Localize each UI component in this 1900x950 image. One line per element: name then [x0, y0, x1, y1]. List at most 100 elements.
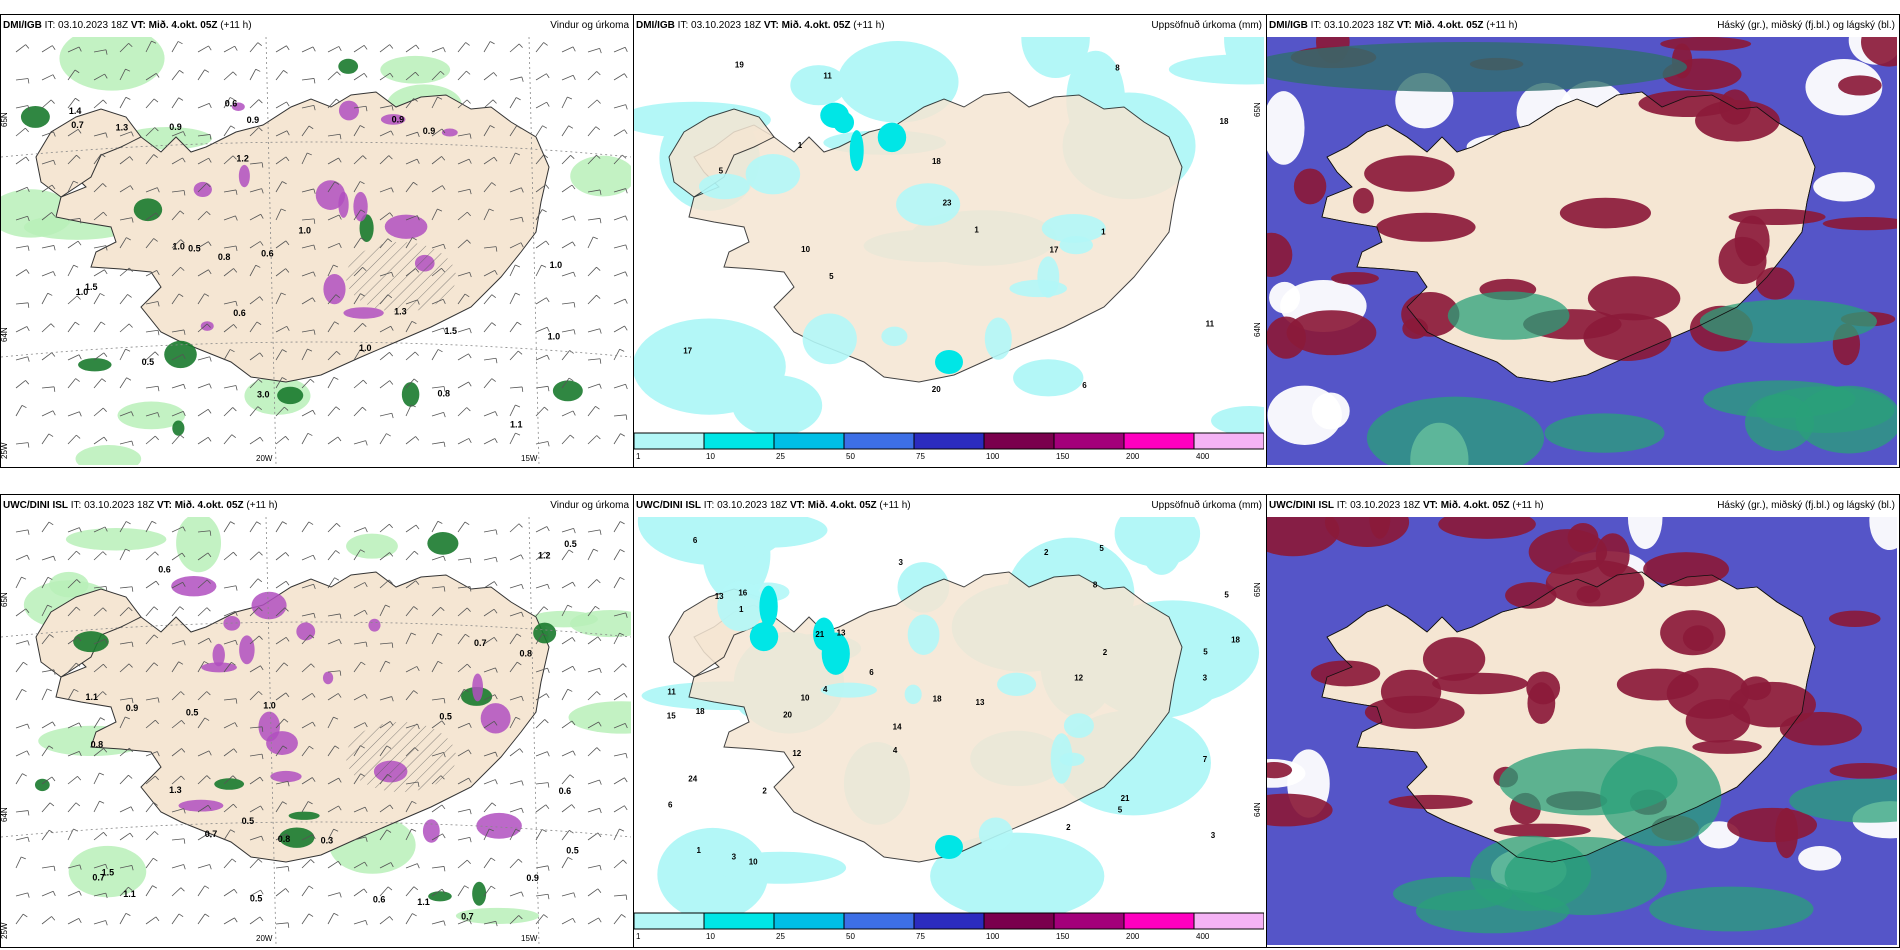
hatched-area [346, 722, 456, 792]
colorbar-label: 75 [916, 452, 925, 461]
high-cloud-area [1718, 236, 1767, 285]
high-cloud-area [1376, 212, 1476, 242]
high-cloud-area [1493, 823, 1591, 838]
latitude-label: 65N [1, 592, 9, 607]
high-cloud-area [1402, 318, 1429, 339]
colorbar-label: 25 [776, 932, 785, 941]
colorbar-label: 100 [986, 932, 1000, 941]
precip-value: 0.7 [205, 829, 218, 839]
precip-value: 0.9 [423, 126, 436, 136]
model-source: UWC/DINI ISL [1269, 500, 1334, 511]
precip-value: 1.1 [417, 897, 430, 907]
latitude-label: 64N [1, 327, 9, 342]
weather-map [1267, 37, 1897, 465]
colorbar-swatch [1053, 432, 1125, 450]
precip-value: 0.3 [321, 835, 334, 845]
high-cloud-area [1364, 155, 1455, 192]
high-cloud-area [1388, 794, 1473, 810]
colorbar-swatch [703, 912, 775, 930]
precip-value: 0.8 [278, 834, 291, 844]
coastline [1321, 571, 1816, 863]
clear-sky-area [1311, 392, 1350, 430]
longitude-label: 25W [1, 442, 9, 459]
precip-value: 0.7 [71, 120, 84, 130]
accum-value: 5 [1118, 805, 1123, 814]
valid-time: Mið. 4.okt. 05Z [145, 20, 218, 31]
high-cloud-area [1438, 517, 1536, 539]
valid-time: Mið. 4.okt. 05Z [1437, 500, 1510, 511]
high-cloud-area [1352, 187, 1374, 214]
high-cloud-area [1267, 517, 1340, 557]
lead-time: (+11 h) [1509, 500, 1544, 511]
colorbar-swatch [1123, 432, 1195, 450]
colorbar-label: 100 [986, 452, 1000, 461]
accum-value: 10 [801, 245, 810, 254]
colorbar-swatch [773, 912, 845, 930]
accum-value: 13 [837, 629, 846, 638]
precip-value: 0.7 [474, 638, 487, 648]
high-cloud-area [1369, 517, 1391, 539]
colorbar-label: 10 [706, 932, 715, 941]
accum-value: 5 [1224, 590, 1229, 599]
low-cloud-area [1499, 748, 1678, 816]
precip-value: 0.5 [242, 816, 255, 826]
precip-value: 1.1 [510, 420, 523, 430]
high-cloud-area [1576, 585, 1601, 604]
colorbar-swatch [983, 912, 1055, 930]
high-cloud-area [1286, 310, 1377, 356]
panel-title: Háský (gr.), miðský (fj.bl.) og lágský (… [1717, 500, 1895, 511]
accum-value: 11 [1206, 320, 1215, 329]
convective-precip-area [201, 662, 237, 673]
colorbar-swatch [913, 912, 985, 930]
colorbar-label: 150 [1056, 452, 1070, 461]
longitude-label: 15W [521, 934, 538, 943]
precip-area [75, 445, 142, 465]
high-cloud-area [1727, 807, 1818, 843]
heavy-accum-area [833, 111, 855, 134]
precip-area [978, 817, 1013, 851]
accum-value: 20 [783, 711, 792, 720]
heavy-precip-area [20, 105, 50, 128]
accum-value: 11 [667, 687, 676, 696]
init-time: IT: 03.10.2023 18Z [1334, 500, 1423, 511]
convective-precip-area [353, 191, 368, 222]
low-cloud-area [1789, 778, 1897, 823]
heavy-precip-area [133, 198, 163, 222]
latitude-label: 64N [1253, 322, 1262, 337]
panel-header: DMI/IGB IT: 03.10.2023 18Z VT: Mið. 4.ok… [1267, 15, 1899, 37]
precip-value: 1.0 [359, 343, 372, 353]
precip-area [568, 701, 631, 734]
valid-time-label: VT: [156, 500, 172, 511]
precip-value: 1.0 [172, 242, 185, 252]
heavy-precip-area [78, 358, 112, 372]
colorbar-swatch [1193, 912, 1264, 930]
convective-precip-area [323, 273, 346, 305]
heavy-accum-area [935, 835, 963, 859]
convective-precip-area [472, 673, 484, 702]
accum-value: 17 [1050, 245, 1059, 254]
valid-time: Mið. 4.okt. 05Z [171, 500, 244, 511]
precip-value: 1.0 [298, 226, 311, 236]
accum-value: 3 [1211, 831, 1216, 840]
accum-value: 21 [1121, 794, 1130, 803]
high-cloud-area [1528, 529, 1608, 575]
colorbar-label: 1 [636, 932, 641, 941]
accum-value: 5 [1099, 544, 1104, 553]
accum-value: 17 [683, 347, 692, 356]
high-cloud-area [1293, 168, 1327, 205]
precip-value: 1.3 [116, 122, 129, 132]
heavy-accum-area [935, 350, 963, 374]
westfjords-land [35, 108, 142, 198]
panel-title: Háský (gr.), miðský (fj.bl.) og lágský (… [1717, 20, 1895, 31]
high-cloud-area [1643, 552, 1729, 587]
valid-time: Mið. 4.okt. 05Z [778, 20, 851, 31]
panel-title: Uppsöfnuð úrkoma (mm) [1151, 20, 1262, 31]
precip-area [570, 155, 631, 197]
heavy-precip-area [34, 778, 50, 792]
accum-value: 2 [1066, 823, 1071, 832]
accum-value: 15 [667, 711, 676, 720]
heavy-precip-area [427, 532, 459, 555]
accum-value: 1 [798, 141, 803, 150]
precip-value: 0.6 [261, 248, 274, 258]
